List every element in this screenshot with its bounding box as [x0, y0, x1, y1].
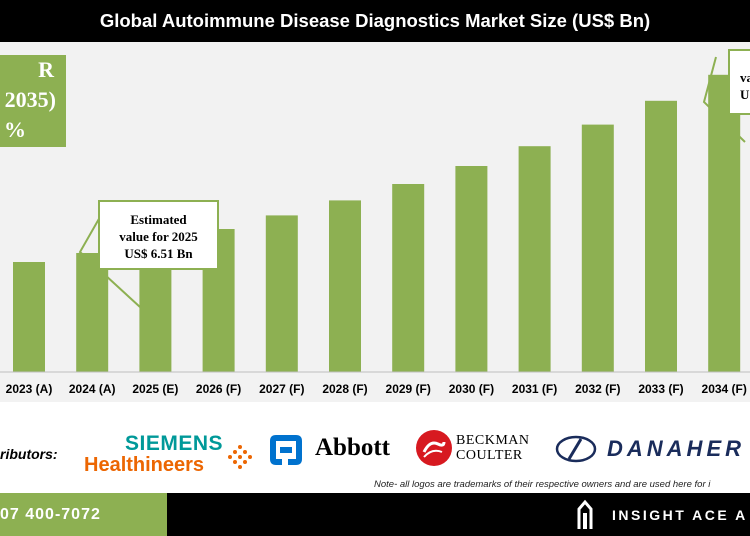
bar-5	[329, 200, 361, 372]
beckman-text: BECKMAN	[456, 433, 530, 448]
distributors-label: ributors:	[0, 446, 58, 462]
x-tick-label-3: 2026 (F)	[196, 382, 241, 396]
bar-0	[13, 262, 45, 372]
x-tick-label-2: 2025 (E)	[132, 382, 178, 396]
cagr-box: R 2035) %	[0, 55, 66, 147]
footer-brand-bar: INSIGHT ACE A	[167, 493, 750, 536]
x-tick-label-7: 2030 (F)	[449, 382, 494, 396]
callout-2035-line-2: U	[740, 87, 750, 102]
callout-2025-line-2: value for 2025	[119, 229, 198, 244]
beckman-coulter-logo: BECKMAN COULTER	[416, 430, 536, 468]
bar-8	[518, 146, 551, 372]
siemens-text: SIEMENS	[125, 432, 224, 455]
healthineers-text: Healthineers	[84, 454, 205, 476]
bar-10	[645, 100, 677, 373]
bar-1	[76, 253, 109, 372]
danaher-mark-icon	[555, 435, 597, 463]
abbott-text: Abbott	[315, 434, 391, 461]
bar-7	[455, 166, 488, 372]
callout-2025-pointer	[78, 216, 141, 308]
x-tick-label-10: 2033 (F)	[638, 382, 683, 396]
siemens-dots-icon	[228, 445, 252, 469]
cagr-line-2: 2035)	[4, 87, 56, 112]
x-tick-label-4: 2027 (F)	[259, 382, 304, 396]
callout-2035: va U	[728, 49, 750, 115]
danaher-text: DANAHER	[607, 436, 745, 461]
cagr-line-1: R	[38, 57, 54, 82]
x-tick-label-0: 2023 (A)	[6, 382, 53, 396]
danaher-logo: DANAHER	[555, 434, 745, 466]
bar-4	[265, 215, 298, 372]
footer-phone: 07 400-7072	[0, 493, 167, 536]
bar-9	[581, 124, 614, 372]
chart-title: Global Autoimmune Disease Diagnostics Ma…	[0, 0, 750, 42]
x-tick-label-8: 2031 (F)	[512, 382, 557, 396]
insight-ace-logo-icon	[577, 499, 593, 529]
callout-2025: Estimated value for 2025 US$ 6.51 Bn	[98, 200, 219, 270]
abbott-logo: Abbott	[268, 432, 398, 468]
bar-6	[392, 184, 425, 372]
x-tick-label-6: 2029 (F)	[386, 382, 431, 396]
x-tick-label-9: 2032 (F)	[575, 382, 620, 396]
footer-brand-text: INSIGHT ACE A	[612, 507, 748, 523]
x-tick-label-1: 2024 (A)	[69, 382, 116, 396]
bar-11	[708, 74, 741, 373]
coulter-text: COULTER	[456, 448, 523, 463]
beckman-coulter-mark-icon	[416, 430, 452, 466]
callout-2035-line-1: va	[740, 70, 750, 85]
cagr-line-3: %	[4, 117, 26, 142]
siemens-healthineers-logo: SIEMENS Healthineers	[84, 432, 254, 482]
footnote: Note- all logos are trademarks of their …	[374, 479, 711, 490]
abbott-mark-icon	[270, 435, 302, 465]
x-tick-labels: 2023 (A) 2024 (A) 2025 (E) 2026 (F) 2027 (F)…	[6, 382, 747, 396]
callout-2025-line-1: Estimated	[130, 212, 187, 227]
x-tick-label-5: 2028 (F)	[322, 382, 367, 396]
callout-2025-line-3: US$ 6.51 Bn	[124, 246, 193, 261]
x-tick-label-11: 2034 (F)	[702, 382, 747, 396]
chart-area: 2023 (A) 2024 (A) 2025 (E) 2026 (F) 2027 (F)…	[0, 42, 750, 402]
